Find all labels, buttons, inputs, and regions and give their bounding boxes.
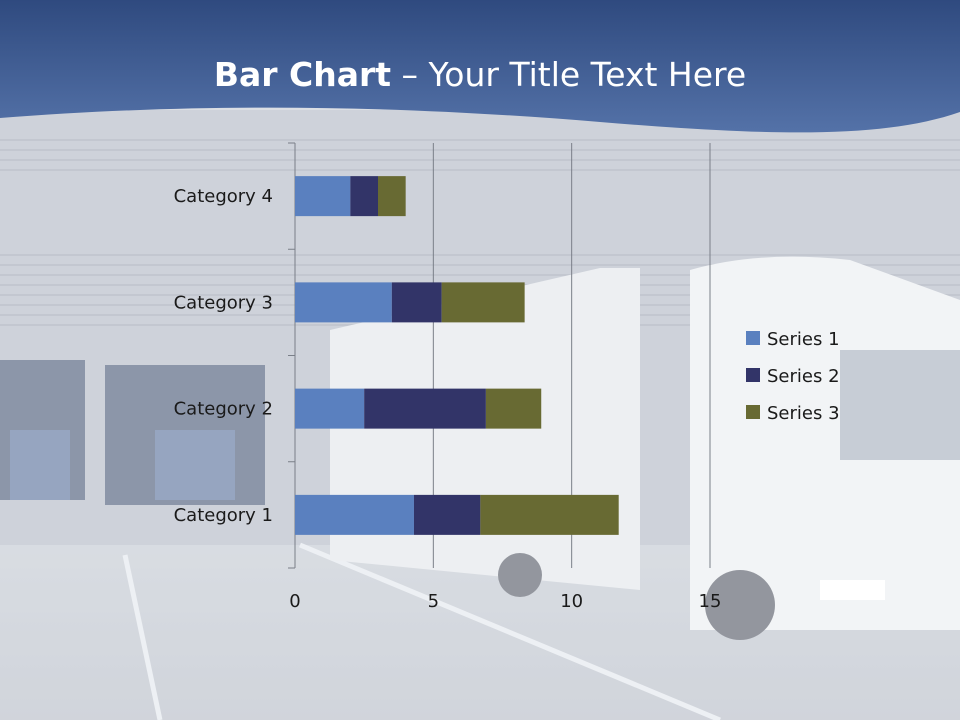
title-bold: Bar Chart: [213, 55, 392, 94]
category-label-2: Category 2: [174, 399, 273, 420]
bar-series-2-category-2: [364, 388, 486, 429]
category-label-1: Category 1: [174, 505, 273, 526]
bar-series-3-category-1: [480, 494, 619, 535]
title-rest: – Your Title Text Here: [391, 55, 747, 94]
x-tick-label-10: 10: [560, 591, 583, 612]
x-tick-label-15: 15: [699, 591, 722, 612]
legend-label-series-2: Series 2: [767, 366, 840, 387]
bar-series-1-category-2: [295, 388, 365, 429]
legend-swatch-series-3: [746, 405, 760, 419]
bar-series-3-category-4: [378, 176, 406, 217]
bar-series-3-category-2: [485, 388, 542, 429]
bar-series-3-category-3: [441, 282, 525, 323]
bar-series-1-category-1: [295, 494, 414, 535]
category-label-3: Category 3: [174, 292, 273, 313]
legend-label-series-1: Series 1: [767, 329, 840, 350]
bar-series-2-category-1: [413, 494, 481, 535]
x-tick-label-5: 5: [428, 591, 439, 612]
legend-swatch-series-1: [746, 331, 760, 345]
legend-label-series-3: Series 3: [767, 403, 840, 424]
bar-series-1-category-4: [295, 176, 351, 217]
bar-series-2-category-3: [391, 282, 442, 323]
bar-series-1-category-3: [295, 282, 392, 323]
category-label-4: Category 4: [174, 186, 273, 207]
legend-swatch-series-2: [746, 368, 760, 382]
x-tick-label-0: 0: [289, 591, 300, 612]
bar-series-2-category-4: [350, 176, 378, 217]
slide-title: Bar Chart – Your Title Text Here: [0, 52, 960, 98]
